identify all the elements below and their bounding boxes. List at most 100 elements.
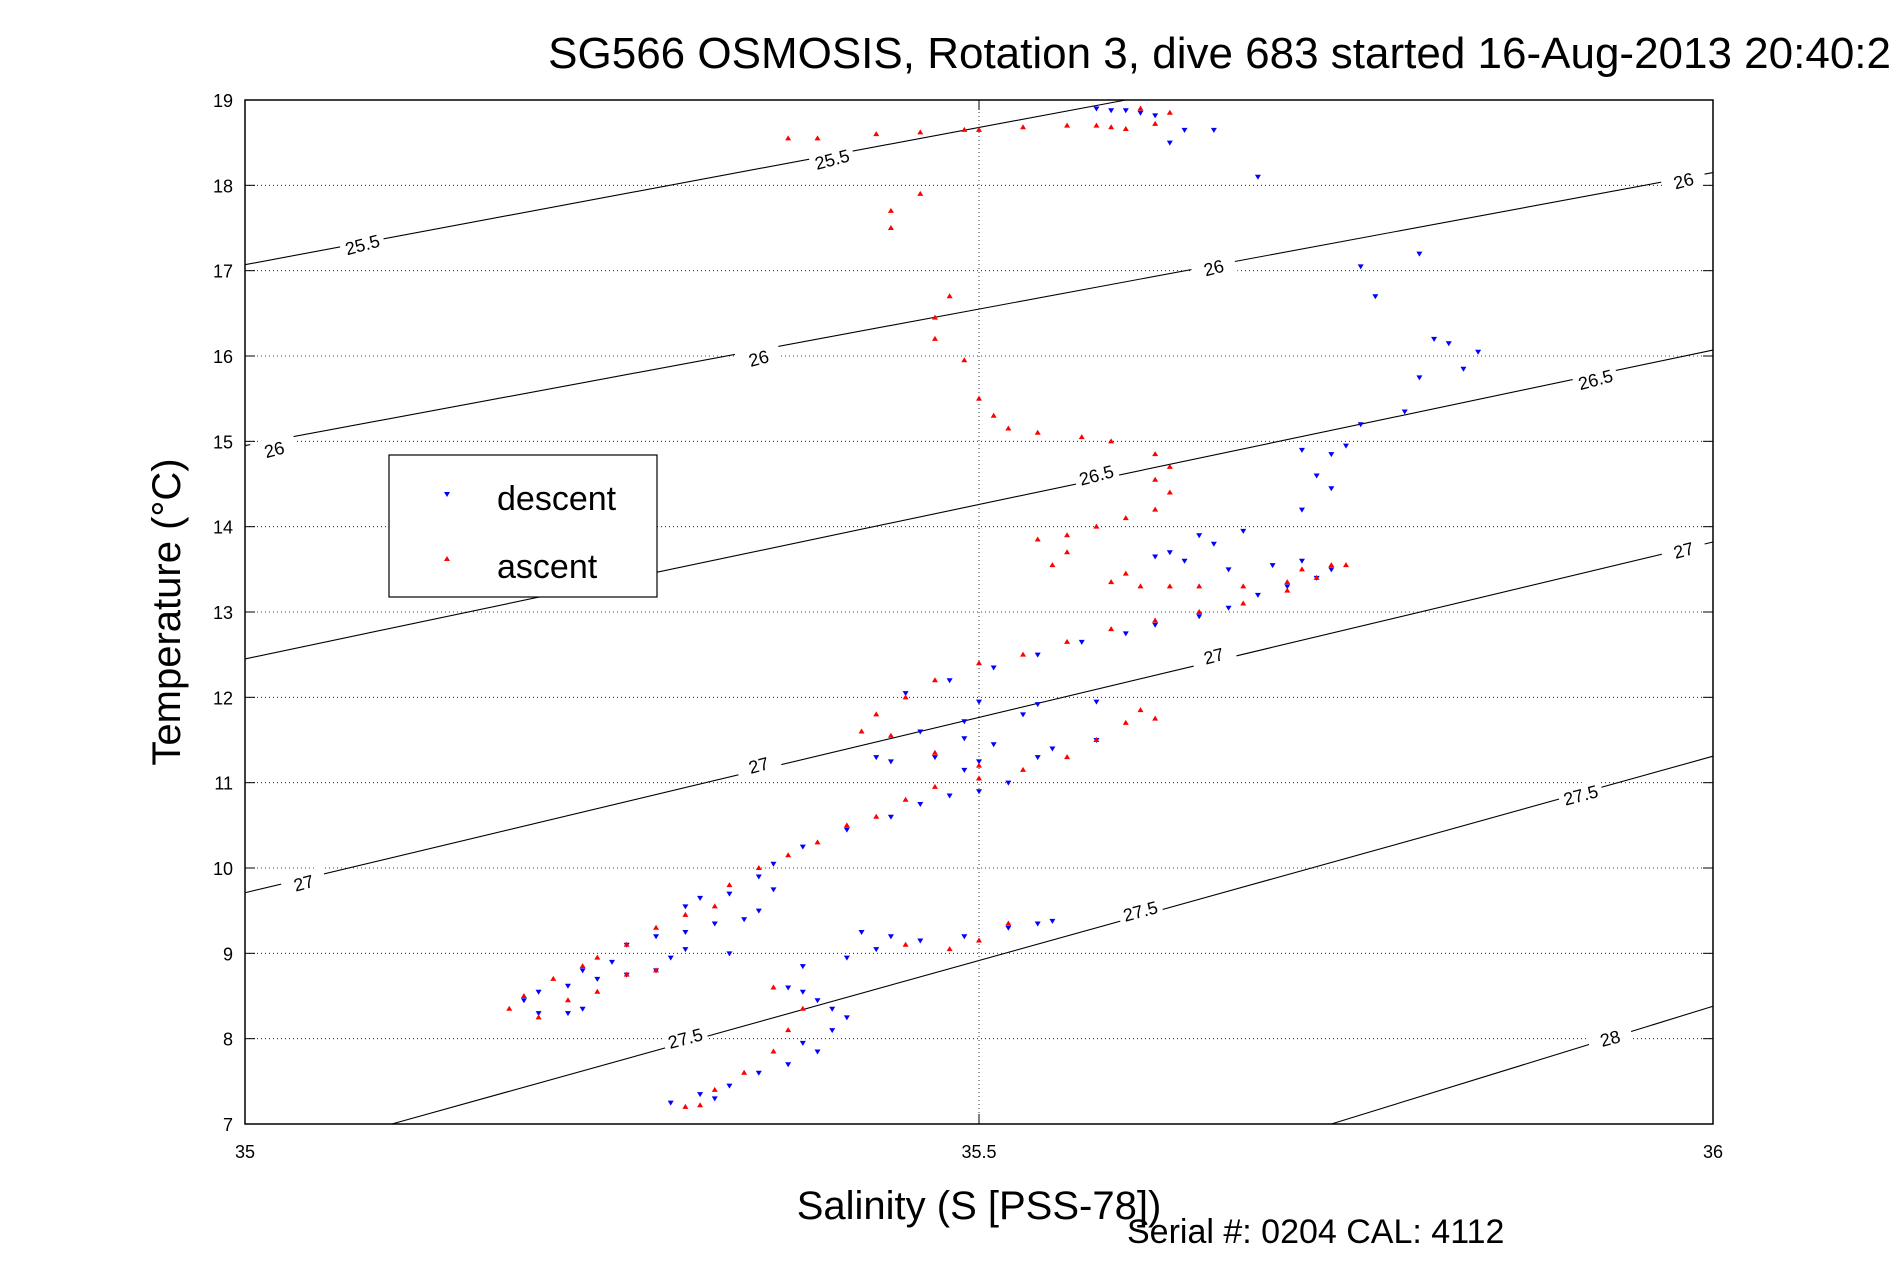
descent-point bbox=[711, 921, 718, 927]
ascent-point bbox=[902, 694, 909, 700]
y-tick-label: 16 bbox=[213, 347, 233, 367]
ascent-point bbox=[1034, 429, 1041, 435]
ascent-point bbox=[520, 993, 527, 998]
y-tick-label: 14 bbox=[213, 518, 233, 538]
ascent-point bbox=[931, 783, 938, 789]
ascent-point bbox=[887, 207, 894, 213]
ascent-point bbox=[1166, 489, 1173, 495]
ascent-point bbox=[1122, 570, 1129, 576]
ascent-point bbox=[770, 1048, 777, 1054]
ascent-point bbox=[976, 937, 982, 943]
ascent-point bbox=[976, 126, 982, 132]
y-tick-label: 10 bbox=[213, 859, 233, 879]
y-tick-label: 11 bbox=[214, 774, 233, 794]
ascent-point bbox=[697, 1102, 704, 1108]
ascent-point bbox=[1313, 574, 1320, 580]
ascent-point bbox=[1093, 523, 1100, 529]
ascent-point bbox=[931, 314, 938, 320]
descent-point bbox=[799, 844, 806, 850]
descent-point bbox=[1166, 140, 1173, 146]
descent-point bbox=[520, 998, 527, 1004]
descent-point bbox=[1225, 605, 1232, 611]
descent-point bbox=[682, 930, 689, 935]
legend-descent-marker bbox=[444, 492, 450, 497]
ascent-point bbox=[858, 728, 865, 734]
contour-label-bg bbox=[250, 432, 299, 466]
y-tick-label: 9 bbox=[223, 944, 233, 964]
ascent-point bbox=[931, 749, 938, 755]
descent-point bbox=[990, 742, 997, 748]
ascent-point bbox=[1064, 549, 1071, 555]
descent-point bbox=[1328, 486, 1335, 492]
ascent-point bbox=[594, 954, 601, 960]
ascent-point bbox=[961, 357, 968, 363]
ascent-point bbox=[711, 1086, 718, 1092]
descent-point bbox=[564, 983, 571, 989]
ascent-point bbox=[961, 126, 968, 132]
descent-point bbox=[1401, 409, 1408, 415]
descent-point bbox=[667, 955, 674, 961]
ascent-point bbox=[1108, 579, 1115, 585]
descent-point bbox=[1475, 349, 1482, 355]
ascent-point bbox=[1020, 124, 1027, 130]
descent-point bbox=[799, 1040, 806, 1046]
descent-point bbox=[1284, 584, 1291, 590]
ascent-point bbox=[917, 190, 924, 196]
descent-point bbox=[711, 1096, 718, 1102]
descent-point bbox=[917, 729, 924, 735]
ascent-point bbox=[976, 775, 982, 781]
y-tick-label: 13 bbox=[213, 603, 233, 623]
descent-point bbox=[1328, 567, 1335, 573]
descent-point bbox=[799, 964, 806, 970]
descent-point bbox=[726, 891, 733, 897]
descent-point bbox=[858, 930, 865, 935]
contour-label-bg bbox=[734, 341, 783, 374]
ascent-point bbox=[946, 293, 953, 299]
ascent-point bbox=[1064, 754, 1071, 760]
density-contour-28 bbox=[1331, 1005, 1714, 1125]
descent-point bbox=[1005, 925, 1012, 931]
x-tick-label: 35 bbox=[235, 1142, 255, 1162]
ascent-point bbox=[1137, 105, 1144, 111]
descent-point bbox=[564, 1011, 571, 1017]
descent-point bbox=[1034, 702, 1041, 708]
descent-point bbox=[1152, 622, 1159, 628]
ascent-point bbox=[506, 1005, 513, 1011]
ascent-point bbox=[1152, 451, 1159, 457]
descent-point bbox=[682, 904, 689, 910]
ascent-point bbox=[755, 865, 762, 870]
contour-label: 26 bbox=[250, 432, 299, 466]
ascent-point bbox=[1152, 120, 1159, 126]
descent-point bbox=[843, 1015, 850, 1021]
descent-point bbox=[1181, 127, 1188, 133]
ascent-point bbox=[653, 967, 660, 973]
ascent-point bbox=[1196, 583, 1203, 589]
ascent-point bbox=[946, 946, 953, 952]
ascent-point bbox=[1137, 707, 1144, 713]
ascent-point bbox=[1298, 566, 1305, 572]
ascent-point bbox=[623, 941, 630, 947]
descent-point bbox=[785, 1062, 792, 1068]
ascent-point bbox=[1020, 766, 1027, 772]
ascent-point bbox=[726, 882, 733, 888]
descent-point bbox=[1093, 699, 1100, 705]
descent-point bbox=[682, 947, 689, 953]
descent-point bbox=[1034, 755, 1041, 761]
descent-point bbox=[1460, 366, 1467, 372]
ascent-point bbox=[976, 660, 982, 666]
ascent-point bbox=[976, 395, 982, 401]
descent-point bbox=[1122, 108, 1129, 114]
legend-descent-label: descent bbox=[497, 480, 617, 518]
ascent-point bbox=[1108, 124, 1115, 130]
ascent-point bbox=[785, 135, 792, 141]
descent-point bbox=[887, 759, 894, 765]
descent-point bbox=[755, 1070, 762, 1076]
ascent-point bbox=[711, 903, 718, 909]
y-tick-label: 7 bbox=[223, 1115, 233, 1135]
descent-point bbox=[961, 736, 968, 742]
descent-point bbox=[873, 947, 880, 953]
x-tick-label: 35.5 bbox=[961, 1142, 996, 1162]
descent-point bbox=[1328, 452, 1335, 458]
ascent-point bbox=[1166, 109, 1173, 115]
